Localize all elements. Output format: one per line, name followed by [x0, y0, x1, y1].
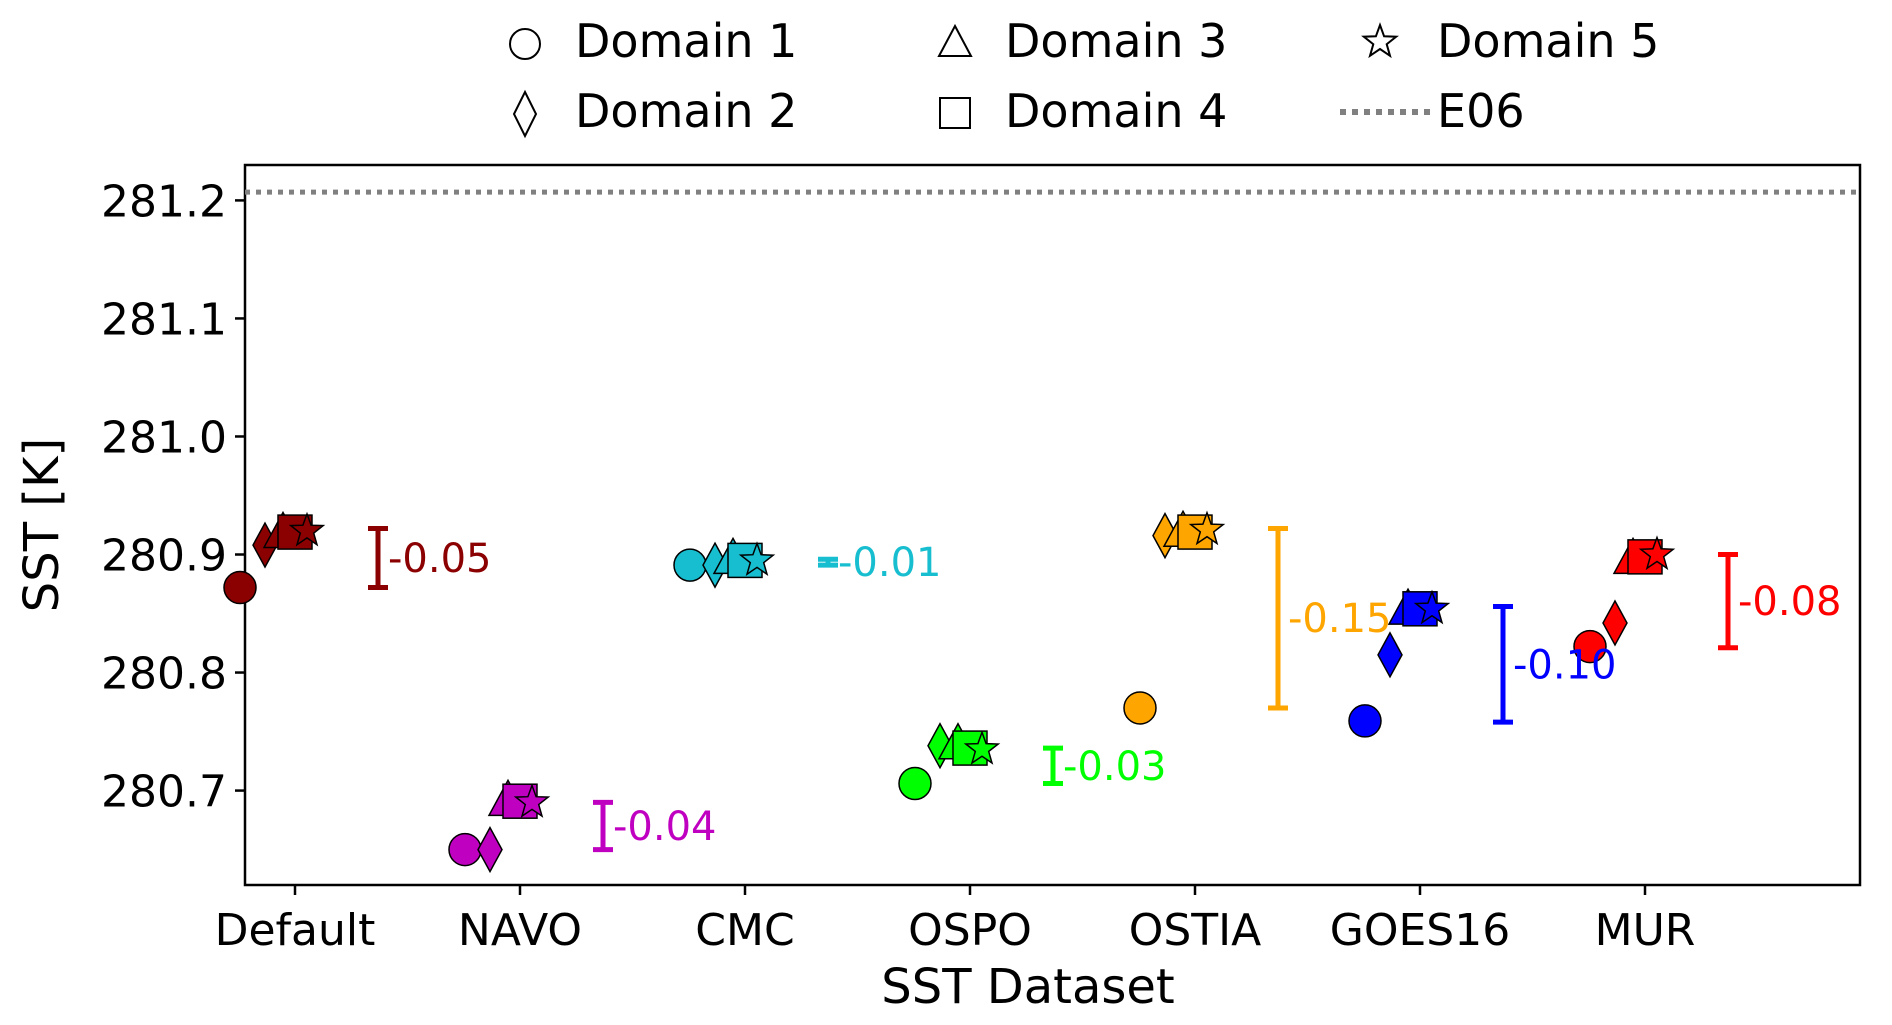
domain-5-point — [513, 783, 551, 818]
domain-1-point — [1123, 691, 1157, 725]
legend-star-icon — [1361, 22, 1399, 59]
legend-label-domain-3: Domain 3 — [1005, 14, 1227, 68]
domain-1-point — [448, 832, 482, 867]
range-bar — [1043, 745, 1063, 786]
x-tick-label: Default — [215, 905, 376, 956]
y-tick-label: 280.9 — [101, 531, 227, 582]
legend-label-domain-4: Domain 4 — [1005, 84, 1227, 138]
y-tick-label: 281.0 — [101, 412, 227, 463]
range-label: -0.05 — [388, 536, 492, 582]
legend-label-domain-2: Domain 2 — [575, 84, 797, 138]
domain-1-point — [1348, 704, 1382, 738]
x-tick-label: MUR — [1595, 905, 1696, 956]
range-bar — [1493, 603, 1513, 725]
y-tick-label: 280.7 — [101, 767, 227, 818]
legend-diamond-icon — [512, 89, 538, 139]
legend-entry-domain-3: Domain 3 — [937, 14, 1227, 68]
domain-5-point — [738, 541, 776, 576]
x-axis-title: SST Dataset — [881, 959, 1174, 1015]
range-label: -0.03 — [1063, 744, 1167, 790]
range-bar — [1268, 526, 1288, 711]
domain-5-point — [1638, 535, 1676, 571]
legend-entry-domain-2: Domain 2 — [512, 84, 797, 139]
legend-label-domain-5: Domain 5 — [1437, 14, 1659, 68]
domain-1-point — [1573, 629, 1607, 664]
legend-square-icon — [939, 97, 971, 129]
range-bar — [368, 526, 388, 591]
range-bar — [1718, 552, 1738, 651]
range-bar — [818, 556, 838, 568]
y-tick-label: 281.1 — [101, 294, 227, 345]
chart-marks: -0.05 -0.04 -0.01 -0.03 -0.15 -0.10 -0.08 — [223, 189, 1860, 874]
domain-5-point — [288, 511, 326, 547]
legend-entry-e06: E06 — [1340, 84, 1525, 138]
range-label: -0.01 — [838, 540, 942, 586]
legend-label-domain-1: Domain 1 — [575, 14, 797, 68]
domain-5-point — [1413, 589, 1451, 625]
legend-label-e06: E06 — [1437, 84, 1525, 138]
plot-area-frame — [243, 163, 1862, 887]
x-tick-label: OSPO — [908, 905, 1032, 956]
y-tick-label: 280.8 — [101, 649, 227, 700]
range-label: -0.04 — [613, 804, 717, 850]
range-bar — [593, 799, 613, 853]
range-label: -0.08 — [1738, 579, 1842, 625]
legend-entry-domain-1: Domain 1 — [509, 14, 797, 68]
domain-1-point — [898, 766, 932, 801]
chart-axes: 280.7 280.8 280.9 281.0 281.1 281.2 Default NAV… — [101, 176, 1695, 956]
domain-2-point — [1602, 599, 1628, 647]
range-label: -0.15 — [1288, 596, 1392, 642]
domain-5-point — [1188, 510, 1226, 546]
x-tick-label: CMC — [695, 905, 794, 956]
y-axis-title: SST [K] — [14, 438, 70, 612]
x-tick-label: NAVO — [458, 905, 582, 956]
domain-1-point — [673, 548, 707, 582]
legend-triangle-icon — [937, 23, 973, 57]
domain-2-point — [1377, 631, 1403, 679]
y-tick-label: 281.2 — [101, 176, 227, 227]
domain-1-point — [223, 570, 257, 605]
legend-entry-domain-5: Domain 5 — [1361, 14, 1659, 68]
legend-entry-domain-4: Domain 4 — [939, 84, 1227, 138]
range-label: -0.10 — [1513, 642, 1617, 688]
legend: Domain 1 Domain 2 Domain 3 Domain 4 Doma… — [509, 14, 1659, 139]
domain-2-point — [477, 826, 503, 874]
domain-5-point — [963, 730, 1001, 765]
legend-circle-icon — [509, 28, 541, 60]
x-tick-label: GOES16 — [1330, 905, 1510, 956]
x-tick-label: OSTIA — [1129, 905, 1262, 956]
